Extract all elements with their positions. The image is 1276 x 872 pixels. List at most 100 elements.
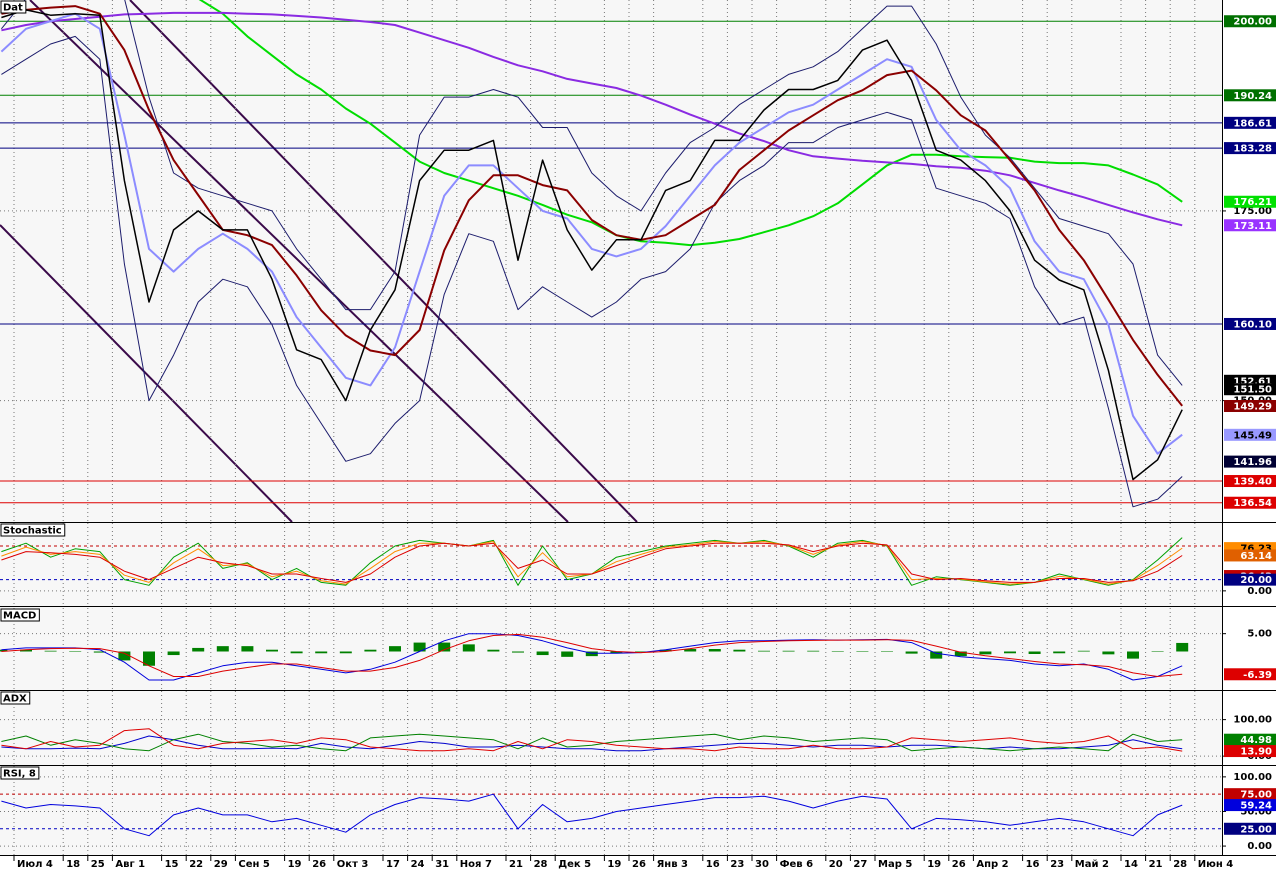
price-marker-label: 136.54: [1233, 498, 1272, 509]
price-marker-label: -6.39: [1243, 670, 1272, 681]
histogram-bar: [1151, 651, 1164, 652]
price-marker-label: 145.49: [1233, 430, 1272, 441]
price-marker-label: 190.24: [1233, 91, 1272, 102]
series-line: [1, 733, 1183, 752]
price-marker-label: 149.29: [1233, 401, 1272, 412]
price-marker-label: 75.00: [1240, 790, 1272, 801]
histogram-bar: [315, 651, 328, 654]
panel: [0, 691, 1222, 765]
price-marker: [1224, 116, 1276, 129]
histogram-bar: [536, 651, 549, 656]
panel-title: MACD: [3, 611, 36, 622]
x-tick-label: Ноя 7: [460, 859, 492, 870]
y-tick-label: 100.00: [1233, 715, 1272, 726]
y-tick-label: 0.00: [1247, 841, 1272, 852]
price-marker: [1224, 317, 1276, 330]
x-tick-label: 23: [730, 859, 744, 870]
y-tick-label: 0.00: [1247, 586, 1272, 597]
series-line: [1, 633, 1183, 677]
histogram-bar: [881, 651, 893, 652]
panel: [0, 523, 1222, 606]
price-marker: [1224, 788, 1276, 801]
price-marker: [1224, 745, 1276, 758]
price-marker: [1224, 15, 1276, 28]
trend-line: [0, 224, 293, 523]
histogram-bar: [241, 646, 254, 652]
series-line: [1, 35, 1183, 508]
panel-title-box: [0, 766, 40, 780]
x-tick-label: 19: [607, 859, 621, 870]
price-marker: [1224, 219, 1276, 232]
histogram-bar: [118, 651, 131, 661]
histogram-bar: [758, 650, 770, 652]
y-tick-label: 100.00: [1233, 772, 1272, 783]
trend-line: [29, 0, 569, 523]
panel-title: Stochastic: [3, 526, 62, 537]
histogram-bar: [20, 649, 32, 652]
x-tick-label: Май 2: [1075, 859, 1109, 870]
panel-title-box: [0, 691, 31, 705]
x-tick-label: 27: [853, 859, 867, 870]
histogram-bar: [979, 651, 992, 655]
x-tick-label: 19: [288, 859, 302, 870]
histogram-bar: [1004, 651, 1016, 654]
series-line: [1, 793, 1183, 837]
price-marker: [1224, 383, 1276, 396]
histogram-bar: [782, 650, 795, 652]
price-marker-label: 152.61: [1233, 376, 1272, 387]
histogram-bar: [585, 651, 598, 657]
x-tick-label: Янв 3: [657, 859, 688, 870]
price-marker-label: 200.00: [1233, 17, 1272, 28]
price-marker-label: 160.10: [1233, 319, 1272, 330]
series-line: [1, 728, 1183, 752]
price-marker: [1224, 573, 1276, 586]
x-tick-label: 29: [214, 859, 228, 870]
x-tick-label: 21: [509, 859, 523, 870]
histogram-bar: [487, 649, 500, 652]
price-marker: [1224, 799, 1276, 812]
x-tick-label: 16: [1026, 859, 1040, 870]
price-marker-label: 76.23: [1240, 544, 1272, 555]
price-marker: [1224, 668, 1276, 681]
histogram-bar: [954, 651, 967, 657]
panel: [0, 0, 1222, 522]
x-tick-label: Мар 5: [878, 859, 912, 870]
price-marker: [1224, 89, 1276, 102]
y-tick-label: 50.00: [1240, 806, 1272, 817]
histogram-bar: [512, 651, 524, 653]
histogram-bar: [44, 650, 57, 652]
price-marker: [1224, 399, 1276, 412]
x-tick-label: 31: [435, 859, 449, 870]
series-line: [1, 11, 1183, 227]
price-marker: [1224, 428, 1276, 441]
histogram-bar: [635, 651, 647, 652]
x-tick-label: 26: [952, 859, 966, 870]
histogram-bar: [167, 651, 180, 656]
histogram-bar: [93, 651, 106, 653]
histogram-bar: [733, 649, 746, 652]
y-tick-label: 5.00: [1247, 629, 1272, 640]
histogram-bar: [684, 649, 697, 652]
series-line: [1, 5, 1183, 407]
panel-title-box: [0, 0, 27, 14]
x-tick-label: 19: [927, 859, 941, 870]
histogram-bar: [69, 651, 82, 652]
histogram-bar: [807, 650, 820, 652]
panel-title: ADX: [3, 694, 27, 705]
histogram-bar: [1077, 650, 1090, 652]
panel-title: Dat: [3, 3, 23, 14]
histogram-bar: [266, 649, 278, 652]
histogram-bar: [856, 651, 869, 652]
price-marker: [1224, 496, 1276, 509]
price-marker-label: 13.90: [1240, 747, 1272, 758]
x-tick-label: 17: [386, 859, 400, 870]
histogram-bar: [143, 651, 155, 666]
price-marker-label: 141.96: [1233, 457, 1272, 468]
x-tick-label: 21: [1149, 859, 1163, 870]
x-tick-label: 26: [312, 859, 326, 870]
histogram-bar: [708, 649, 721, 652]
histogram-bar: [905, 651, 918, 654]
panel: [0, 766, 1222, 855]
histogram-bar: [389, 646, 401, 652]
x-tick-label: Фев 6: [780, 859, 814, 870]
